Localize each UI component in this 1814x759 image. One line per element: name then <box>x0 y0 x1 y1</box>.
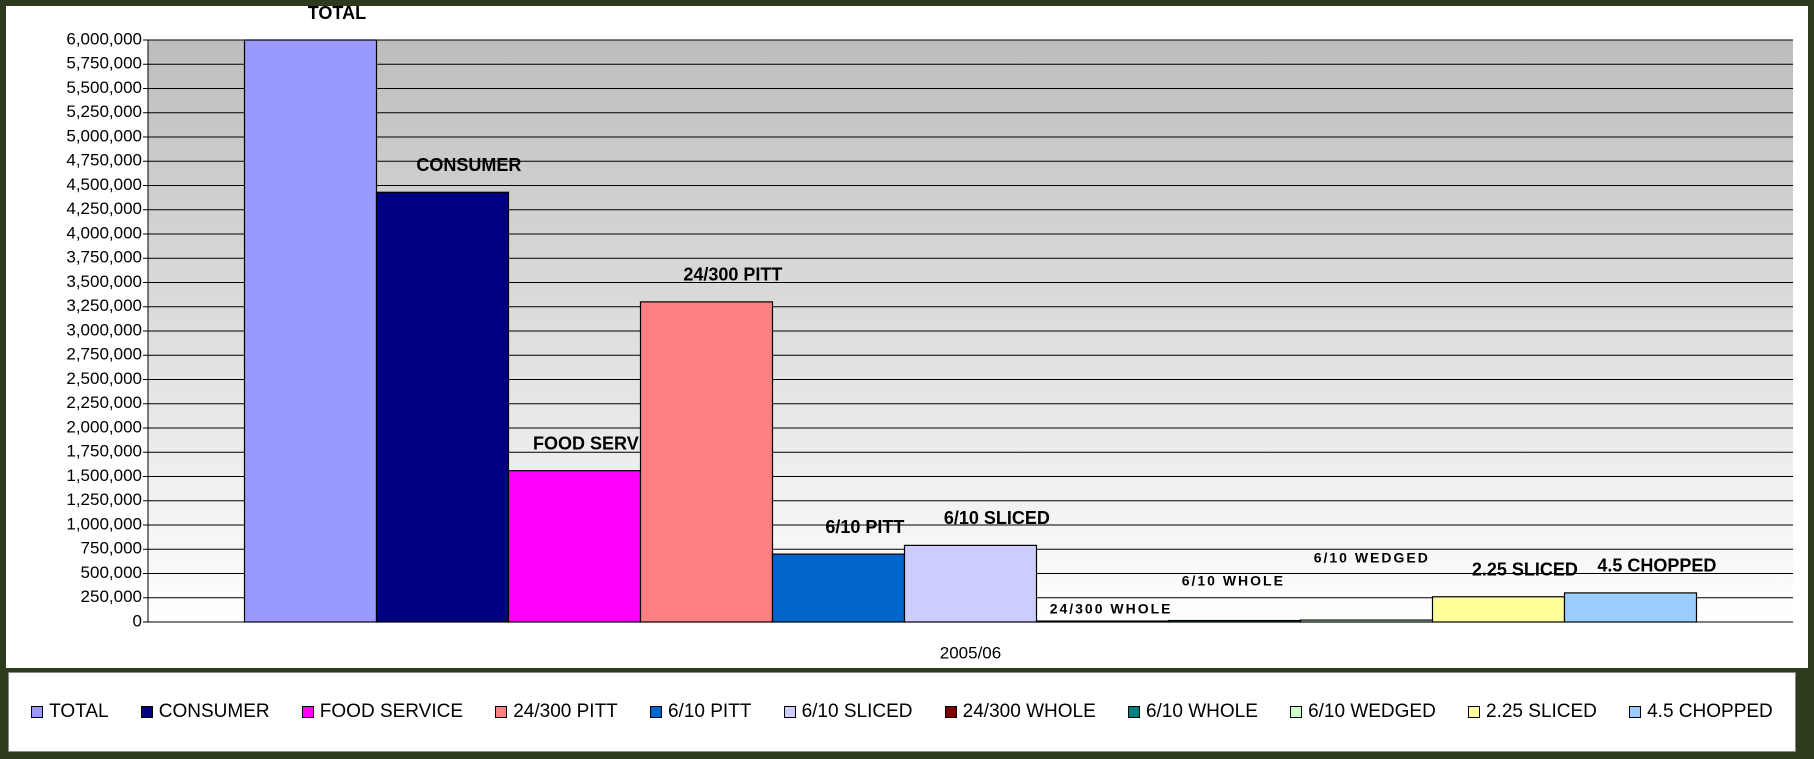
y-tick-label: 4,500,000 <box>66 175 142 194</box>
legend-label: CONSUMER <box>158 701 270 722</box>
data-label: 24/300 PITT <box>683 265 782 285</box>
bar <box>1167 619 1302 623</box>
legend-label: 2.25 SLICED <box>1486 701 1597 722</box>
y-tick-label: 3,750,000 <box>66 248 142 267</box>
data-label: 6/10 PITT <box>825 517 904 537</box>
y-tick-label: 4,750,000 <box>66 151 142 170</box>
y-tick-label: 5,500,000 <box>66 78 142 97</box>
y-tick-label: 3,250,000 <box>66 296 142 315</box>
bar <box>639 301 774 623</box>
bar <box>1431 596 1566 623</box>
bar <box>771 553 906 623</box>
data-label: 4.5 CHOPPED <box>1597 556 1716 576</box>
y-tick-label: 3,000,000 <box>66 320 142 339</box>
bar <box>1299 619 1434 623</box>
data-label: TOTAL <box>308 3 366 23</box>
data-label: 6/10 WHOLE <box>1182 573 1285 589</box>
y-tick-label: 2,250,000 <box>66 393 142 412</box>
y-tick-label: 1,500,000 <box>66 466 142 485</box>
y-tick-label: 5,250,000 <box>66 102 142 121</box>
y-tick-label: 500,000 <box>81 563 142 582</box>
y-tick-label: 750,000 <box>81 539 142 558</box>
legend-item: 6/10 WHOLE <box>1127 701 1258 723</box>
data-label: FOOD SERVICE <box>533 433 669 453</box>
legend-swatch <box>649 706 662 718</box>
x-tick-label: 2005/06 <box>940 643 1001 662</box>
bar <box>903 544 1038 623</box>
chart: 0 250,000 500,000 750,000 1,000,000 1,250,000… <box>6 3 1808 668</box>
data-label: CONSUMER <box>416 155 521 175</box>
y-tick-label: 2,500,000 <box>66 369 142 388</box>
legend-item: 6/10 SLICED <box>783 701 913 723</box>
legend-label: 6/10 PITT <box>667 701 752 722</box>
legend-item: 6/10 WEDGED <box>1290 701 1436 723</box>
legend-label: 6/10 WHOLE <box>1145 701 1258 722</box>
y-tick-label: 2,750,000 <box>66 345 142 364</box>
legend-item: 2.25 SLICED <box>1468 701 1597 723</box>
bar <box>507 470 642 623</box>
y-tick-label: 5,000,000 <box>66 126 142 145</box>
bar <box>243 39 378 623</box>
y-tick-label: 4,000,000 <box>66 223 142 242</box>
legend-item: CONSUMER <box>140 701 270 723</box>
legend-label: 24/300 PITT <box>513 701 618 722</box>
legend-swatch <box>1629 706 1642 718</box>
y-tick-label: 1,250,000 <box>66 490 142 509</box>
bar <box>1035 620 1170 623</box>
legend-item: TOTAL <box>31 701 109 723</box>
legend-swatch <box>1468 706 1481 718</box>
bar <box>1563 592 1698 623</box>
legend-label: 6/10 SLICED <box>801 701 913 722</box>
legend-swatch <box>31 706 44 718</box>
data-label: 6/10 WEDGED <box>1314 550 1430 566</box>
legend-item: 24/300 PITT <box>495 701 618 723</box>
legend-item: FOOD SERVICE <box>301 701 464 723</box>
legend-label: 6/10 WEDGED <box>1308 701 1436 722</box>
y-tick-label: 1,750,000 <box>66 442 142 461</box>
y-tick-label: 2,000,000 <box>66 417 142 436</box>
data-label: 6/10 SLICED <box>944 508 1050 528</box>
y-tick-label: 250,000 <box>81 587 142 606</box>
y-tick-label: 0 <box>133 611 142 630</box>
legend-item: 6/10 PITT <box>649 701 752 723</box>
legend-swatch <box>1290 706 1303 718</box>
legend-label: TOTAL <box>49 701 109 722</box>
bar <box>375 191 510 623</box>
y-tick-label: 1,000,000 <box>66 514 142 533</box>
legend-swatch <box>944 706 957 718</box>
legend-item: 24/300 WHOLE <box>944 701 1096 723</box>
y-tick-label: 5,750,000 <box>66 54 142 73</box>
legend-swatch <box>783 706 796 718</box>
legend-swatch <box>140 706 153 718</box>
y-tick-label: 3,500,000 <box>66 272 142 291</box>
data-label: 24/300 WHOLE <box>1050 601 1173 617</box>
legend-label: 4.5 CHOPPED <box>1647 701 1773 722</box>
legend-label: FOOD SERVICE <box>319 701 464 722</box>
legend-label: 24/300 WHOLE <box>962 701 1096 722</box>
legend-item: 4.5 CHOPPED <box>1629 701 1773 723</box>
y-tick-label: 6,000,000 <box>66 29 142 48</box>
legend-swatch <box>1127 706 1140 718</box>
data-label: 2.25 SLICED <box>1472 560 1578 580</box>
legend-swatch <box>301 706 314 718</box>
legend-swatch <box>495 706 508 718</box>
legend: TOTAL CONSUMER FOOD SERVICE 24/300 PITT 6/10… <box>8 672 1796 752</box>
y-tick-label: 4,250,000 <box>66 199 142 218</box>
